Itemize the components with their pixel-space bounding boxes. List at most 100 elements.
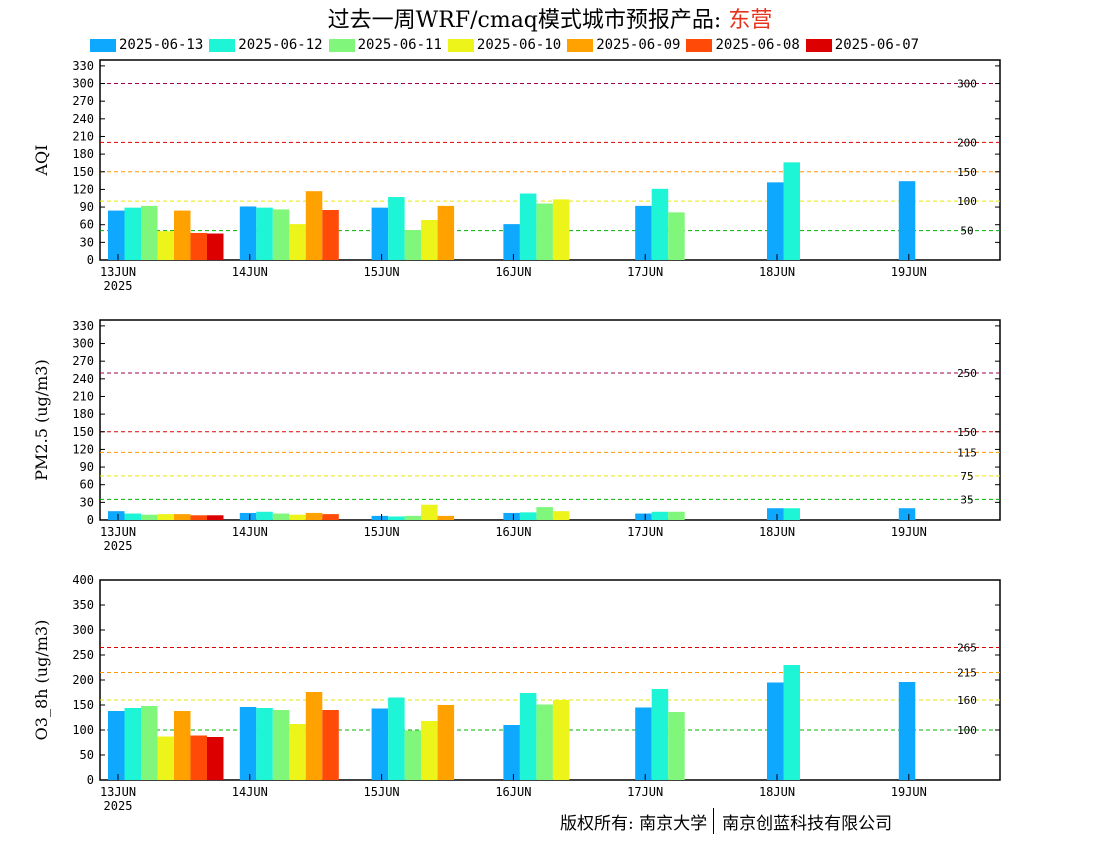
bar	[108, 511, 125, 520]
bar	[783, 162, 800, 260]
legend-item: 2025-06-10	[447, 36, 562, 54]
bar	[767, 508, 784, 520]
bar	[404, 730, 422, 780]
bar	[108, 210, 125, 260]
x-tick-label: 19JUN	[891, 525, 927, 539]
legend: 2025-06-13 2025-06-12 2025-06-11 2025-06-10…	[90, 36, 925, 54]
bar	[783, 665, 800, 780]
x-year-label: 2025	[104, 279, 133, 293]
reference-label: 150	[957, 426, 977, 439]
x-tick-label: 17JUN	[627, 265, 663, 279]
legend-swatch	[805, 38, 832, 52]
y-tick-label: 350	[72, 598, 94, 612]
x-tick-label: 15JUN	[364, 785, 400, 799]
bar	[174, 210, 191, 260]
legend-label: 2025-06-13	[119, 37, 204, 53]
reference-label: 115	[957, 446, 977, 459]
bar	[371, 515, 389, 520]
bar	[536, 203, 553, 260]
bar	[157, 514, 174, 520]
bar	[635, 707, 652, 780]
legend-label: 2025-06-11	[357, 37, 442, 53]
bar	[190, 735, 207, 780]
y-tick-label: 180	[72, 407, 94, 421]
bar	[783, 508, 800, 520]
reference-label: 200	[957, 136, 977, 149]
bar	[272, 513, 290, 520]
legend-item: 2025-06-13	[90, 36, 203, 54]
y-tick-label: 0	[87, 773, 94, 787]
x-tick-label: 15JUN	[364, 265, 400, 279]
bar	[552, 511, 570, 520]
reference-label: 265	[957, 642, 977, 655]
bar	[272, 209, 290, 260]
bar	[289, 724, 306, 780]
y-tick-label: 0	[87, 513, 94, 527]
x-tick-label: 19JUN	[891, 785, 927, 799]
footer-company: 南京创蓝科技有限公司	[722, 813, 893, 834]
y-tick-label: 200	[72, 673, 94, 687]
bar	[503, 224, 520, 260]
y-tick-label: 90	[80, 460, 94, 474]
bar	[322, 710, 339, 780]
bar	[651, 511, 669, 520]
y-axis-label: PM2.5 (ug/m3)	[32, 359, 51, 480]
legend-swatch	[447, 38, 474, 52]
reference-label: 50	[960, 225, 973, 238]
bar	[174, 711, 191, 780]
bar	[371, 708, 389, 780]
y-tick-label: 30	[80, 235, 94, 249]
bar	[536, 507, 553, 520]
bar	[124, 207, 141, 260]
bar	[305, 692, 323, 780]
bar	[388, 197, 405, 260]
legend-item: 2025-06-08	[686, 36, 800, 54]
legend-item: 2025-06-11	[328, 36, 442, 54]
bar	[174, 514, 191, 520]
bar	[519, 193, 537, 260]
x-tick-label: 18JUN	[759, 525, 795, 539]
reference-label: 215	[957, 667, 977, 680]
bar	[503, 725, 520, 780]
y-tick-label: 150	[72, 165, 94, 179]
bar	[388, 516, 405, 520]
bar	[256, 708, 273, 780]
title-main: 过去一周WRF/cmaq模式城市预报产品:	[327, 8, 729, 33]
bar	[305, 512, 323, 520]
y-tick-label: 270	[72, 354, 94, 368]
bar	[651, 689, 669, 780]
y-axis-label: O3_8h (ug/m3)	[32, 620, 51, 741]
y-tick-label: 330	[72, 319, 94, 333]
y-tick-label: 0	[87, 253, 94, 267]
legend-label: 2025-06-08	[715, 37, 800, 53]
legend-label: 2025-06-09	[596, 37, 681, 53]
bar	[190, 232, 207, 260]
bar	[256, 207, 273, 260]
y-tick-label: 120	[72, 182, 94, 196]
bar	[289, 224, 306, 260]
bar	[767, 682, 784, 780]
bar	[239, 707, 257, 780]
y-tick-label: 210	[72, 129, 94, 143]
legend-label: 2025-06-10	[476, 37, 562, 53]
y-tick-label: 240	[72, 112, 94, 126]
bar	[668, 511, 685, 520]
bar	[388, 697, 405, 780]
y-axis-label: AQI	[32, 145, 51, 177]
plot-frame	[99, 319, 1001, 521]
y-tick-label: 250	[72, 648, 94, 662]
y-tick-label: 210	[72, 389, 94, 403]
y-tick-label: 300	[72, 623, 94, 637]
legend-label: 2025-06-07	[834, 37, 920, 53]
x-tick-label: 18JUN	[759, 785, 795, 799]
bar	[157, 231, 174, 260]
chart-title: 过去一周WRF/cmaq模式城市预报产品: 东营	[0, 2, 1100, 34]
reference-label: 35	[960, 493, 973, 506]
x-tick-label: 19JUN	[891, 265, 927, 279]
bar	[322, 514, 339, 520]
bar	[207, 515, 224, 520]
y-tick-label: 180	[72, 147, 94, 161]
legend-swatch	[209, 38, 236, 52]
bar	[635, 205, 652, 260]
